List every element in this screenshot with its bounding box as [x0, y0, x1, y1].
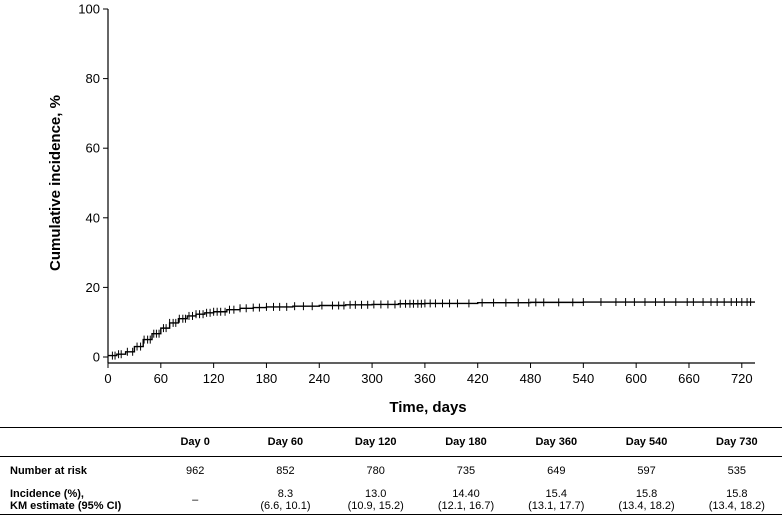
axes — [107, 9, 755, 364]
x-tick-label: 360 — [414, 371, 436, 386]
x-tick-label: 660 — [678, 371, 700, 386]
censor-layer — [111, 298, 752, 360]
x-tick-label: 240 — [308, 371, 330, 386]
x-tick-label: 480 — [520, 371, 542, 386]
number-at-risk-row: Number at risk 962 852 780 735 649 597 5… — [0, 457, 782, 486]
incidence-ci: (13.4, 18.2) — [708, 499, 765, 512]
header-day-540: Day 540 — [601, 427, 692, 457]
at-risk-day-360: 649 — [547, 465, 566, 478]
incidence-day-60: 8.3 (6.6, 10.1) — [240, 485, 331, 515]
x-tick-label: 420 — [467, 371, 489, 386]
x-tick-label: 720 — [731, 371, 753, 386]
number-at-risk-label: Number at risk — [10, 465, 88, 478]
incidence-estimate: 8.3 — [277, 487, 294, 500]
y-tick-label: 100 — [78, 2, 100, 17]
x-tick-label: 60 — [154, 371, 168, 386]
at-risk-day-60: 852 — [276, 465, 295, 478]
incidence-ci: (10.9, 15.2) — [347, 499, 404, 512]
incidence-label-line1: Incidence (%), — [10, 487, 84, 500]
y-tick-label: 60 — [86, 141, 100, 156]
header-day-0: Day 0 — [150, 427, 241, 457]
y-tick-label: 20 — [86, 280, 100, 295]
header-day-120: Day 120 — [330, 427, 421, 457]
x-tick-label: 180 — [256, 371, 278, 386]
incidence-ci: (13.4, 18.2) — [618, 499, 675, 512]
incidence-day-360: 15.4 (13.1, 17.7) — [511, 485, 602, 515]
header-cell-empty — [0, 427, 150, 457]
y-tick-label: 40 — [86, 210, 100, 225]
km-chart: 0 20 40 60 80 100 0 60 120 180 240 300 360 420 480 540 6… — [47, 2, 755, 416]
x-tick-label: 300 — [361, 371, 383, 386]
km-curve — [108, 301, 755, 357]
incidence-ci: (12.1, 16.7) — [437, 499, 495, 512]
x-tick-label: 540 — [572, 371, 594, 386]
y-axis-title: Cumulative incidence, % — [47, 95, 64, 271]
ticks: 0 20 40 60 80 100 0 60 120 180 240 300 360 420 480 540 6… — [78, 2, 752, 387]
y-tick-label: 80 — [86, 71, 100, 86]
incidence-row: Incidence (%), KM estimate (95% CI) – 8.… — [0, 485, 782, 515]
incidence-day-730: 15.8 (13.4, 18.2) — [691, 485, 782, 515]
at-risk-day-180: 735 — [456, 465, 476, 478]
incidence-estimate: 15.4 — [545, 487, 567, 500]
incidence-estimate: – — [192, 493, 199, 506]
x-tick-label: 120 — [203, 371, 225, 386]
x-tick-label: 0 — [104, 371, 111, 386]
curve-layer — [108, 301, 755, 357]
at-risk-day-120: 780 — [366, 465, 385, 478]
header-day-60: Day 60 — [240, 427, 331, 457]
at-risk-day-730: 535 — [727, 465, 747, 478]
incidence-day-0: – — [150, 485, 241, 515]
y-tick-label: 0 — [93, 350, 100, 365]
x-tick-label: 600 — [625, 371, 647, 386]
incidence-estimate: 15.8 — [726, 487, 748, 500]
risk-table-header-row: Day 0 Day 60 Day 120 Day 180 Day 360 Day… — [0, 427, 782, 457]
incidence-day-120: 13.0 (10.9, 15.2) — [330, 485, 421, 515]
x-axis-title: Time, days — [389, 399, 466, 416]
incidence-ci: (13.1, 17.7) — [528, 499, 585, 512]
header-day-360: Day 360 — [511, 427, 602, 457]
at-risk-day-0: 962 — [185, 465, 205, 478]
incidence-estimate: 15.8 — [635, 487, 658, 500]
incidence-ci: (6.6, 10.1) — [260, 499, 311, 512]
header-day-730: Day 730 — [691, 427, 782, 457]
incidence-day-540: 15.8 (13.4, 18.2) — [601, 485, 692, 515]
incidence-estimate: 13.0 — [364, 487, 387, 500]
incidence-label-line2: KM estimate (95% CI) — [10, 499, 122, 512]
risk-table: Day 0 Day 60 Day 120 Day 180 Day 360 Day… — [0, 427, 782, 515]
at-risk-day-540: 597 — [637, 465, 656, 478]
header-day-180: Day 180 — [420, 427, 512, 457]
incidence-label: Incidence (%), KM estimate (95% CI) — [0, 485, 150, 515]
incidence-day-180: 14.40 (12.1, 16.7) — [420, 485, 512, 515]
incidence-estimate: 14.40 — [452, 487, 480, 500]
